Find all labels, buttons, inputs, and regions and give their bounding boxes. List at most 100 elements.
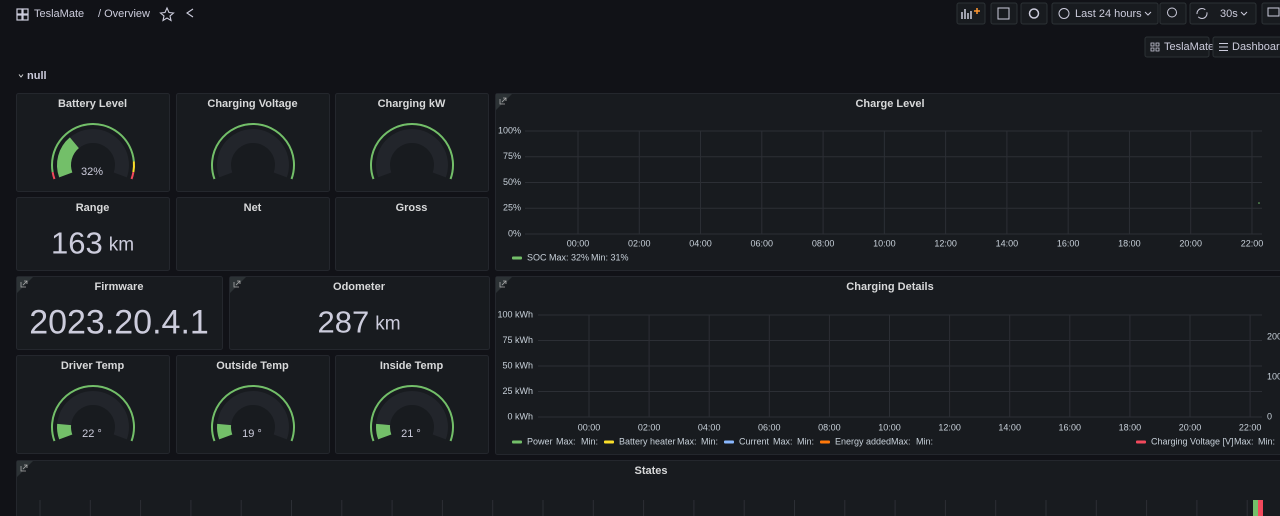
grid-icon — [22, 14, 29, 21]
save-button[interactable] — [990, 2, 1018, 25]
y2-tick-label: 100 — [1267, 371, 1280, 381]
stat-unit: km — [109, 235, 134, 256]
gauge-threshold — [370, 385, 454, 442]
panel-title[interactable]: Firmware — [95, 281, 144, 293]
gauge-track — [217, 391, 289, 440]
legend-name[interactable]: Battery heater — [619, 436, 676, 446]
add-panel-plus — [974, 8, 980, 14]
x-tick-label: 16:00 — [1059, 422, 1082, 432]
legend-name[interactable]: SOC — [527, 252, 547, 262]
y-tick-label: 25 kWh — [502, 386, 533, 396]
save-icon — [997, 7, 1010, 20]
legend-max: Max: — [1234, 436, 1254, 446]
legend-name[interactable]: Charging Voltage [V] — [1151, 436, 1234, 446]
x-tick-label: 20:00 — [1179, 238, 1202, 248]
grid-icon — [16, 8, 23, 15]
breadcrumb-home[interactable]: TeslaMate — [34, 8, 84, 20]
dashboard-link-label[interactable]: Dashboards — [1232, 41, 1280, 53]
panel-title[interactable]: Charge Level — [855, 98, 924, 110]
x-tick-label: 06:00 — [751, 238, 774, 248]
stat-value: 287 km — [317, 305, 400, 340]
gauge-fill — [376, 423, 392, 440]
legend-swatch — [1136, 440, 1146, 444]
stat-number: 2023.20.4.1 — [29, 303, 209, 341]
grid-icon — [22, 8, 29, 15]
x-tick-label: 14:00 — [996, 238, 1019, 248]
time-picker[interactable] — [1051, 2, 1159, 25]
y-tick-label: 25% — [503, 203, 521, 213]
panel-title[interactable]: Range — [76, 202, 110, 214]
legend-name[interactable]: Power — [527, 436, 553, 446]
star-icon[interactable] — [159, 6, 175, 22]
row-title[interactable]: null — [27, 70, 47, 82]
zoom-out-button[interactable] — [1159, 2, 1187, 25]
tv-mode-button[interactable] — [1261, 2, 1280, 25]
gauge-track — [217, 129, 289, 178]
tv-icon — [1267, 7, 1280, 17]
x-tick-label: 00:00 — [578, 422, 601, 432]
panel — [335, 197, 489, 271]
panel-title[interactable]: Driver Temp — [61, 360, 125, 372]
gauge-threshold — [130, 171, 135, 180]
stat-number: 287 — [317, 305, 369, 340]
panel-title[interactable]: Gross — [396, 202, 428, 214]
panel-title[interactable]: Inside Temp — [380, 360, 444, 372]
breadcrumb-page: / Overview — [98, 8, 150, 20]
settings-button[interactable] — [1020, 2, 1048, 25]
settings-icon — [1028, 8, 1040, 19]
time-range[interactable]: Last 24 hours — [1075, 8, 1142, 20]
grid-icon — [16, 14, 23, 21]
refresh-icon — [1196, 8, 1208, 19]
stat-value: 2023.20.4.1 — [29, 303, 209, 341]
refresh-picker[interactable] — [1189, 2, 1257, 25]
legend-swatch — [512, 440, 522, 444]
legend-max: Max: — [556, 436, 576, 446]
panel-title[interactable]: Outside Temp — [216, 360, 289, 372]
panel-link-icon[interactable] — [233, 280, 241, 288]
panel-title[interactable]: Charging Voltage — [207, 98, 297, 110]
legend-max: Max: — [773, 436, 793, 446]
x-tick-label: 04:00 — [698, 422, 721, 432]
link-icon — [1150, 42, 1160, 52]
panel-title[interactable]: Charging Details — [846, 281, 933, 293]
panel-title[interactable]: Odometer — [333, 281, 386, 293]
y-tick-label: 75% — [503, 151, 521, 161]
dashboard-link-label[interactable]: TeslaMate — [1164, 41, 1214, 53]
y-tick-label: 50 kWh — [502, 360, 533, 370]
add-panel-icon[interactable] — [961, 9, 972, 19]
panel-title[interactable]: Net — [244, 202, 262, 214]
y-tick-label: 75 kWh — [502, 335, 533, 345]
x-tick-label: 22:00 — [1241, 238, 1264, 248]
stat-number: 163 — [51, 226, 103, 261]
x-tick-label: 06:00 — [758, 422, 781, 432]
x-tick-label: 18:00 — [1118, 238, 1141, 248]
state-bar — [1258, 500, 1263, 516]
gauge-threshold — [370, 123, 454, 180]
data-point — [1258, 202, 1260, 204]
legend-name[interactable]: Energy added — [835, 436, 891, 446]
refresh-interval[interactable]: 30s — [1220, 8, 1238, 20]
y-tick-label: 100% — [498, 125, 521, 135]
dashboard-link[interactable] — [1212, 36, 1280, 58]
panel-title[interactable]: Charging kW — [378, 98, 446, 110]
dashboard-link[interactable] — [1144, 36, 1210, 58]
panel-link-icon[interactable] — [499, 97, 507, 105]
x-tick-label: 02:00 — [628, 238, 651, 248]
menu-icon — [1219, 43, 1228, 51]
gauge-threshold — [211, 123, 295, 180]
panel — [16, 460, 1280, 516]
panel-title[interactable]: States — [634, 465, 667, 477]
row-chevron[interactable] — [18, 74, 24, 78]
x-tick-label: 20:00 — [1179, 422, 1202, 432]
gauge-threshold — [51, 123, 135, 173]
panel-link-icon[interactable] — [20, 464, 28, 472]
panel-corner — [230, 277, 246, 293]
legend-name[interactable]: Current — [739, 436, 770, 446]
share-icon[interactable] — [186, 8, 194, 18]
panel-link-icon[interactable] — [499, 280, 507, 288]
x-tick-label: 08:00 — [818, 422, 841, 432]
panel-link-icon[interactable] — [20, 280, 28, 288]
panel-title[interactable]: Battery Level — [58, 98, 127, 110]
y-tick-label: 0% — [508, 228, 521, 238]
